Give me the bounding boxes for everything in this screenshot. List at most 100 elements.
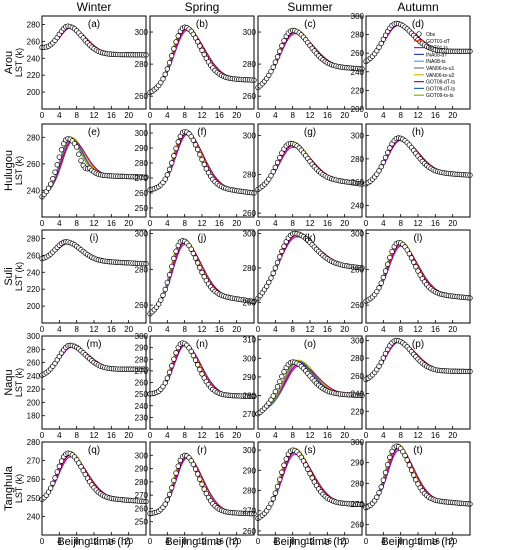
obs-point (56, 154, 62, 160)
y-tick-label: 260 (351, 301, 365, 310)
y-tick-label: 270 (351, 500, 365, 509)
x-tick-label: 0 (40, 111, 45, 120)
x-tick-label: 4 (165, 431, 170, 440)
x-tick-label: 12 (306, 111, 315, 120)
x-tick-label: 4 (57, 431, 62, 440)
obs-point (195, 260, 201, 266)
legend-entry: GOT01-ts (426, 46, 448, 52)
obs-point (175, 139, 181, 145)
obs-point (169, 363, 175, 369)
panel-s: 260 270 280 290 300 0 4 8 12 16 20 (s) (243, 441, 365, 546)
y-tick-label: 200 (351, 105, 365, 114)
obs-point (380, 477, 386, 483)
y-tick-label: 280 (135, 265, 149, 274)
y-tick-label: 280 (351, 479, 365, 488)
series-line (149, 131, 255, 194)
obs-point (45, 185, 52, 191)
series-line (257, 453, 363, 519)
y-axis-label: LST (k) (14, 156, 24, 185)
obs-point (374, 494, 380, 500)
panel-t: 260 270 280 290 300 0 4 8 12 16 20 (t) (351, 438, 473, 546)
legend-entry: VAN06-ts-u2 (426, 73, 454, 79)
obs-point (408, 255, 415, 261)
x-tick-label: 0 (256, 219, 261, 228)
panel-label: (h) (412, 127, 424, 138)
series-line (257, 29, 363, 89)
obs-point (382, 350, 389, 357)
y-tick-label: 280 (351, 155, 365, 164)
obs-point (376, 285, 382, 291)
obs-point (274, 483, 281, 490)
x-tick-label: 12 (90, 325, 99, 334)
panel-f: 250 260 270 280 290 300 0 4 8 12 16 20 (f) (135, 123, 257, 228)
panel-frame (257, 441, 363, 536)
obs-point (195, 362, 201, 368)
obs-point (380, 36, 386, 42)
obs-point (279, 150, 285, 156)
x-tick-label: 20 (124, 537, 133, 546)
panel-label: (s) (304, 445, 316, 456)
obs-point (78, 157, 84, 164)
panel-frame (365, 229, 471, 324)
obs-point (52, 475, 58, 481)
panel-frame (257, 123, 363, 218)
obs-point (192, 142, 199, 148)
obs-point (195, 471, 201, 477)
y-tick-label: 270 (135, 491, 149, 500)
y-tick-label: 280 (27, 438, 41, 447)
obs-point (268, 275, 274, 281)
y-tick-label: 310 (243, 336, 257, 345)
obs-point (169, 160, 175, 166)
x-tick-label: 16 (107, 325, 116, 334)
obs-point (380, 355, 386, 361)
x-tick-label: 8 (398, 537, 403, 546)
y-tick-label: 270 (243, 507, 257, 516)
obs-point (378, 40, 384, 47)
panel-label: (i) (90, 233, 99, 244)
ylabel-group: LST (k) (14, 156, 24, 185)
panel-frame (149, 229, 255, 324)
x-tick-label: 12 (306, 325, 315, 334)
x-tick-label: 20 (448, 431, 457, 440)
x-tick-label: 16 (215, 325, 224, 334)
x-axis-label: Beijing time (h) (381, 536, 454, 548)
site-label: Tanghula (3, 465, 15, 511)
obs-point (305, 466, 311, 472)
obs-point (281, 462, 287, 468)
y-tick-label: 220 (351, 407, 365, 416)
obs-point (385, 261, 391, 267)
series-line (257, 28, 363, 89)
legend-entry: INA08-ts (426, 59, 446, 65)
y-tick-label: 200 (27, 88, 41, 97)
obs-point (303, 462, 309, 468)
x-tick-label: 0 (148, 219, 153, 228)
obs-point (162, 286, 168, 293)
obs-point (277, 254, 283, 260)
y-axis-label: LST (k) (14, 262, 24, 291)
legend-entry: INA08-dT (426, 52, 447, 58)
obs-point (169, 53, 175, 59)
series-line (149, 243, 255, 315)
legend-entry: GOT01-dT (426, 39, 450, 45)
legend-marker (416, 31, 422, 37)
y-tick-label: 260 (135, 504, 149, 513)
panel-label: (l) (414, 233, 423, 244)
panel-c: 260 280 300 0 4 8 12 16 20 (c) (243, 15, 365, 120)
obs-point (382, 268, 389, 274)
y-tick-label: 220 (27, 71, 41, 80)
y-tick-label: 260 (27, 160, 41, 169)
x-tick-label: 4 (165, 111, 170, 120)
y-tick-label: 260 (351, 372, 365, 381)
x-tick-label: 12 (306, 219, 315, 228)
panel-label: (a) (88, 19, 100, 30)
legend-entry: GOT09-ts-ts (426, 93, 454, 99)
obs-point (197, 265, 203, 271)
x-axis-label: Beijing time (h) (57, 536, 130, 548)
y-tick-label: 240 (135, 402, 149, 411)
obs-point (281, 37, 287, 44)
obs-point (173, 39, 179, 45)
x-tick-label: 20 (232, 219, 241, 228)
y-tick-label: 280 (135, 478, 149, 487)
obs-point (380, 159, 386, 166)
obs-point (376, 168, 382, 174)
